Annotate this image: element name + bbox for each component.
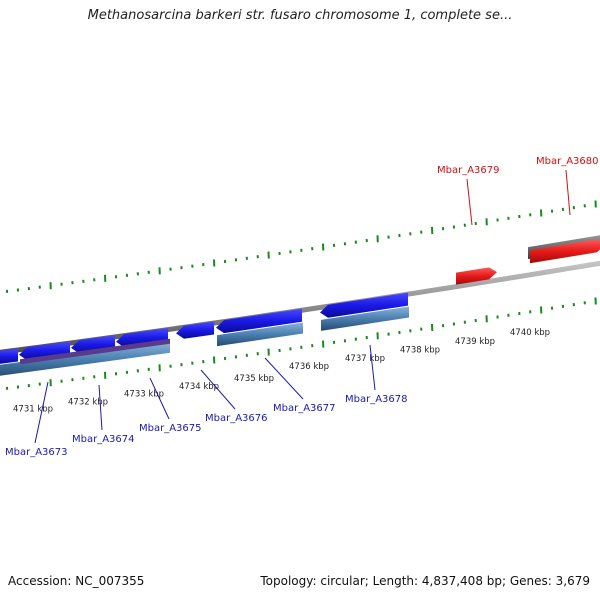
scale-label-kbp: 4737 kbp (345, 354, 385, 364)
gene-label-mbar-a3680[interactable]: Mbar_A3680 (536, 156, 599, 167)
scale-label-kbp: 4733 kbp (124, 390, 164, 400)
gene-arrow-reverse (216, 308, 302, 334)
gene-label-mbar-a3676[interactable]: Mbar_A3676 (205, 413, 268, 424)
scale-label-kbp: 4731 kbp (13, 405, 53, 415)
topology-summary: Topology: circular; Length: 4,837,408 bp… (260, 574, 590, 588)
gene-label-leader (98, 384, 103, 431)
scale-label-kbp: 4734 kbp (179, 382, 219, 392)
gene-label-mbar-a3673[interactable]: Mbar_A3673 (5, 447, 68, 458)
gene-arrow-reverse (320, 292, 408, 318)
scale-label-kbp: 4735 kbp (234, 374, 274, 384)
gene-label-leader (34, 381, 49, 444)
gene-label-leader (264, 357, 304, 400)
gene-mbar-a3680 (530, 239, 600, 264)
gene-label-mbar-a3675[interactable]: Mbar_A3675 (139, 423, 202, 434)
scale-label-kbp: 4739 kbp (455, 337, 495, 347)
gene-label-leader (200, 369, 236, 410)
map-title: Methanosarcina barkeri str. fusaro chrom… (87, 8, 513, 23)
gene-label-leader (369, 344, 376, 391)
gene-label-mbar-a3678[interactable]: Mbar_A3678 (345, 394, 408, 405)
scale-label-kbp: 4738 kbp (400, 345, 440, 355)
gene-label-mbar-a3674[interactable]: Mbar_A3674 (72, 434, 135, 445)
gene-product-bar (321, 306, 409, 331)
gene-label-mbar-a3677[interactable]: Mbar_A3677 (273, 403, 336, 414)
gene-product-bar (0, 341, 170, 376)
gene-label-leader (565, 169, 571, 216)
gene-arrow-reverse (176, 321, 214, 339)
accession-text: Accession: NC_007355 (8, 574, 145, 588)
gene-product-bar (217, 322, 303, 347)
gene-label-mbar-a3679[interactable]: Mbar_A3679 (437, 165, 500, 176)
scale-label-kbp: 4736 kbp (289, 362, 329, 372)
gene-mbar-a3679 (456, 267, 497, 285)
gene-label-leader (149, 377, 170, 420)
scale-label-kbp: 4732 kbp (68, 397, 108, 407)
scale-label-kbp: 4740 kbp (510, 328, 550, 338)
gene-label-leader (466, 178, 473, 226)
gene-arrow-reverse (0, 348, 18, 364)
gene-product-strip (20, 338, 170, 365)
